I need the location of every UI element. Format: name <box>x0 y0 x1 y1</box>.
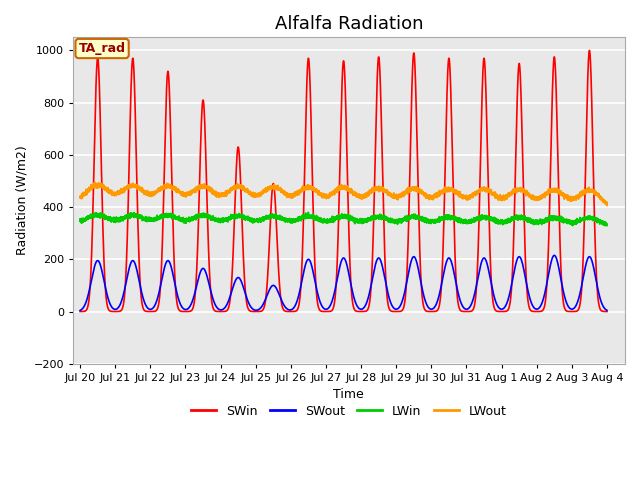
Line: SWin: SWin <box>80 50 607 312</box>
SWout <box>326 304 333 310</box>
SWin <box>476 175 484 180</box>
SWin <box>326 309 333 314</box>
Line: SWout: SWout <box>80 255 607 311</box>
LWin <box>305 209 312 215</box>
LWout <box>326 195 333 201</box>
LWin <box>603 223 611 228</box>
SWin <box>603 309 611 314</box>
SWout <box>603 308 611 313</box>
Title: Alfalfa Radiation: Alfalfa Radiation <box>275 15 423 33</box>
LWin <box>575 218 582 224</box>
Y-axis label: Radiation (W/m2): Radiation (W/m2) <box>15 145 28 255</box>
SWout <box>550 252 558 258</box>
SWout <box>581 266 589 272</box>
LWin <box>461 219 469 225</box>
SWout <box>461 306 469 312</box>
LWout <box>603 200 611 206</box>
LWin <box>76 216 84 222</box>
Line: LWin: LWin <box>80 212 607 226</box>
LWout <box>92 180 99 185</box>
SWin <box>461 309 469 314</box>
X-axis label: Time: Time <box>333 388 364 401</box>
SWout <box>476 264 484 270</box>
LWin <box>326 217 333 223</box>
LWin <box>581 216 589 222</box>
SWin <box>575 307 582 312</box>
Legend: SWin, SWout, LWin, LWout: SWin, SWout, LWin, LWout <box>186 400 512 423</box>
LWin <box>568 223 576 228</box>
LWout <box>461 195 469 201</box>
SWout <box>255 306 263 312</box>
Line: LWout: LWout <box>80 182 607 205</box>
SWin <box>586 48 593 53</box>
SWin <box>581 198 589 204</box>
LWout <box>76 195 84 201</box>
SWin <box>76 309 84 314</box>
LWout <box>476 187 484 193</box>
LWin <box>476 217 484 223</box>
SWin <box>255 309 263 314</box>
SWout <box>76 308 84 313</box>
SWout <box>575 297 582 302</box>
LWin <box>255 216 263 222</box>
LWout <box>575 196 582 202</box>
LWout <box>255 192 263 198</box>
LWout <box>603 203 611 208</box>
LWout <box>581 187 589 193</box>
Text: TA_rad: TA_rad <box>79 42 125 55</box>
